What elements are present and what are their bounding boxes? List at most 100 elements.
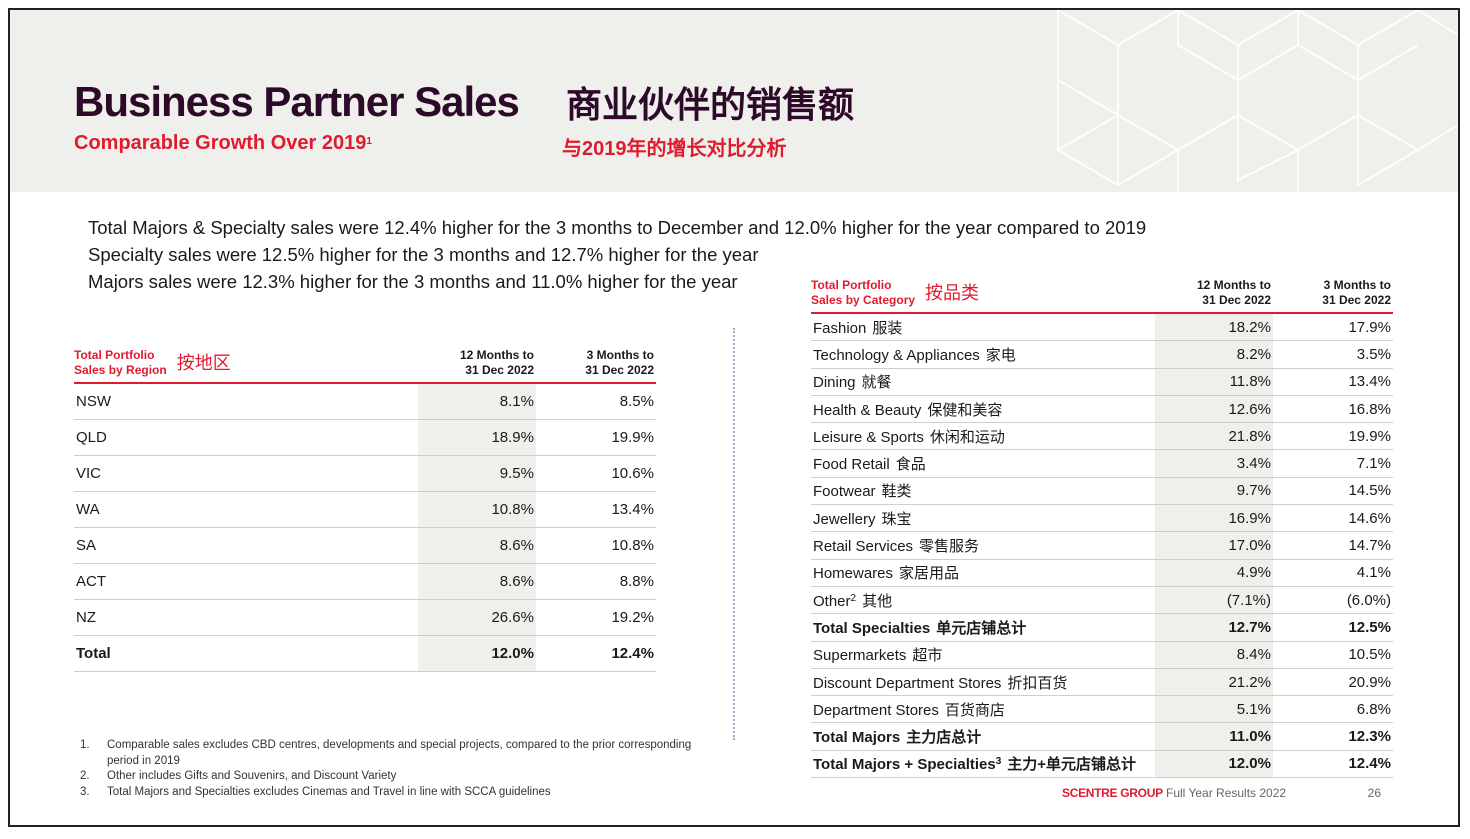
value-12-months: 8.1% bbox=[418, 383, 536, 420]
value-3-months: 7.1% bbox=[1273, 449, 1393, 478]
brand-logo: SCENTRE GROUP bbox=[1062, 786, 1163, 800]
value-3-months: 12.3% bbox=[1273, 722, 1393, 751]
table-row: Other2 其他 (7.1%) (6.0%) bbox=[811, 586, 1393, 615]
row-label: SA bbox=[74, 527, 418, 564]
value-3-months: 14.5% bbox=[1273, 477, 1393, 506]
row-label-cn: 家电 bbox=[985, 346, 1016, 364]
summary-text: Total Majors & Specialty sales were 12.4… bbox=[88, 214, 1146, 295]
value-12-months: 8.4% bbox=[1155, 641, 1273, 669]
footnotes: 1. Comparable sales excludes CBD centres,… bbox=[80, 738, 707, 800]
value-3-months: 14.6% bbox=[1273, 504, 1393, 533]
footnote-ref-1: 1 bbox=[366, 136, 372, 147]
value-12-months: 26.6% bbox=[418, 599, 536, 636]
page-title: Business Partner Sales bbox=[74, 78, 520, 125]
value-12-months: 3.4% bbox=[1155, 449, 1273, 478]
table-row: WA 10.8% 13.4% bbox=[74, 491, 656, 528]
row-label-en: Other bbox=[813, 592, 851, 610]
row-label: QLD bbox=[74, 419, 418, 456]
table-row: VIC 9.5% 10.6% bbox=[74, 455, 656, 492]
row-label-cn: 折扣百货 bbox=[1007, 674, 1068, 692]
row-label-cn: 其他 bbox=[862, 592, 893, 610]
value-12-months: 11.8% bbox=[1155, 368, 1273, 396]
row-label: Dining 就餐 bbox=[811, 368, 1155, 396]
row-label-cn: 就餐 bbox=[861, 374, 892, 392]
value-3-months: 8.8% bbox=[536, 563, 656, 600]
value-12-months: 12.0% bbox=[418, 635, 536, 672]
slide: Business Partner Sales 商业伙伴的销售额 Comparab… bbox=[8, 8, 1460, 827]
value-12-months: 4.9% bbox=[1155, 559, 1273, 587]
row-label: VIC bbox=[74, 455, 418, 492]
table-header-row: Total Portfolio Sales by Category 按品类 12 … bbox=[811, 270, 1393, 313]
row-label-en: Fashion bbox=[813, 319, 867, 337]
table-row: Total 12.0% 12.4% bbox=[74, 635, 656, 672]
column-header-12-months: 12 Months to 31 Dec 2022 bbox=[460, 348, 534, 377]
value-12-months: 5.1% bbox=[1155, 695, 1273, 724]
table-row: Total Specialties 单元店铺总计 12.7% 12.5% bbox=[811, 613, 1393, 642]
row-label: Discount Department Stores 折扣百货 bbox=[811, 668, 1155, 697]
row-label-en: Technology & Appliances bbox=[813, 346, 980, 364]
value-3-months: 13.4% bbox=[536, 491, 656, 528]
row-label-cn: 超市 bbox=[912, 647, 943, 665]
row-label-cn: 鞋类 bbox=[881, 483, 912, 501]
table-row: ACT 8.6% 8.8% bbox=[74, 563, 656, 600]
value-3-months: 6.8% bbox=[1273, 695, 1393, 724]
value-12-months: 12.6% bbox=[1155, 395, 1273, 424]
table-row: NSW 8.1% 8.5% bbox=[74, 383, 656, 420]
table-row: Total Majors 主力店总计 11.0% 12.3% bbox=[811, 722, 1393, 751]
value-12-months: 16.9% bbox=[1155, 504, 1273, 533]
column-header-3-months: 3 Months to 31 Dec 2022 bbox=[1322, 278, 1391, 307]
value-3-months: 16.8% bbox=[1273, 395, 1393, 424]
page-title-cn: 商业伙伴的销售额 bbox=[566, 84, 855, 125]
value-3-months: 8.5% bbox=[536, 383, 656, 420]
value-12-months: 9.5% bbox=[418, 455, 536, 492]
value-12-months: (7.1%) bbox=[1155, 586, 1273, 615]
row-label: Leisure & Sports 休闲和运动 bbox=[811, 422, 1155, 451]
row-label-cn: 食品 bbox=[895, 456, 926, 474]
row-label: Total bbox=[74, 635, 418, 672]
summary-line: Total Majors & Specialty sales were 12.4… bbox=[88, 217, 1147, 238]
value-3-months: 12.5% bbox=[1273, 613, 1393, 642]
value-3-months: 13.4% bbox=[1273, 368, 1393, 396]
table-row: Jewellery 珠宝 16.9% 14.6% bbox=[811, 504, 1393, 533]
value-3-months: 19.9% bbox=[1273, 422, 1393, 451]
header-band: Business Partner Sales 商业伙伴的销售额 Comparab… bbox=[10, 10, 1458, 192]
footnote-ref: 3 bbox=[995, 756, 1002, 768]
row-label-cn: 家居用品 bbox=[899, 565, 960, 583]
row-label-en: Leisure & Sports bbox=[813, 428, 924, 446]
value-12-months: 12.0% bbox=[1155, 750, 1273, 779]
row-label-en: Dining bbox=[813, 374, 856, 392]
value-3-months: (6.0%) bbox=[1273, 586, 1393, 615]
row-label: ACT bbox=[74, 563, 418, 600]
row-label-en: Supermarkets bbox=[813, 647, 907, 665]
row-label: Retail Services 零售服务 bbox=[811, 531, 1155, 560]
value-12-months: 9.7% bbox=[1155, 477, 1273, 506]
table-row: Department Stores 百货商店 5.1% 6.8% bbox=[811, 695, 1393, 724]
row-label-en: Jewellery bbox=[813, 510, 876, 528]
row-label: NZ bbox=[74, 599, 418, 636]
row-label: Fashion 服装 bbox=[811, 313, 1155, 342]
table-row: Technology & Appliances 家电 8.2% 3.5% bbox=[811, 340, 1393, 369]
table-row: Health & Beauty 保健和美容 12.6% 16.8% bbox=[811, 395, 1393, 424]
footnote: 3. Total Majors and Specialties excludes … bbox=[80, 785, 551, 798]
row-label-cn: 服装 bbox=[872, 319, 903, 337]
row-label: Total Majors 主力店总计 bbox=[811, 722, 1155, 751]
value-3-months: 12.4% bbox=[536, 635, 656, 672]
row-label-cn: 主力店总计 bbox=[906, 729, 982, 747]
value-3-months: 14.7% bbox=[1273, 531, 1393, 560]
row-label: Total Majors + Specialties3 主力+单元店铺总计 bbox=[811, 750, 1155, 779]
footer-text: Full Year Results 2022 bbox=[1166, 786, 1287, 800]
summary-line: Majors sales were 12.3% higher for the 3… bbox=[88, 271, 738, 292]
row-label: Health & Beauty 保健和美容 bbox=[811, 395, 1155, 424]
row-label-en: Total Majors bbox=[813, 729, 901, 747]
table-row: Discount Department Stores 折扣百货 21.2% 20.9% bbox=[811, 668, 1393, 697]
category-table-title-cn: 按品类 bbox=[925, 282, 980, 303]
value-12-months: 10.8% bbox=[418, 491, 536, 528]
footnote: 1. Comparable sales excludes CBD centres,… bbox=[80, 739, 692, 767]
geometric-pattern-decoration bbox=[1057, 10, 1458, 192]
row-label-en: Discount Department Stores bbox=[813, 674, 1002, 692]
table-row: Leisure & Sports 休闲和运动 21.8% 19.9% bbox=[811, 422, 1393, 451]
value-3-months: 10.6% bbox=[536, 455, 656, 492]
value-3-months: 12.4% bbox=[1273, 750, 1393, 779]
value-12-months: 12.7% bbox=[1155, 613, 1273, 642]
row-label-en: Footwear bbox=[813, 483, 876, 501]
